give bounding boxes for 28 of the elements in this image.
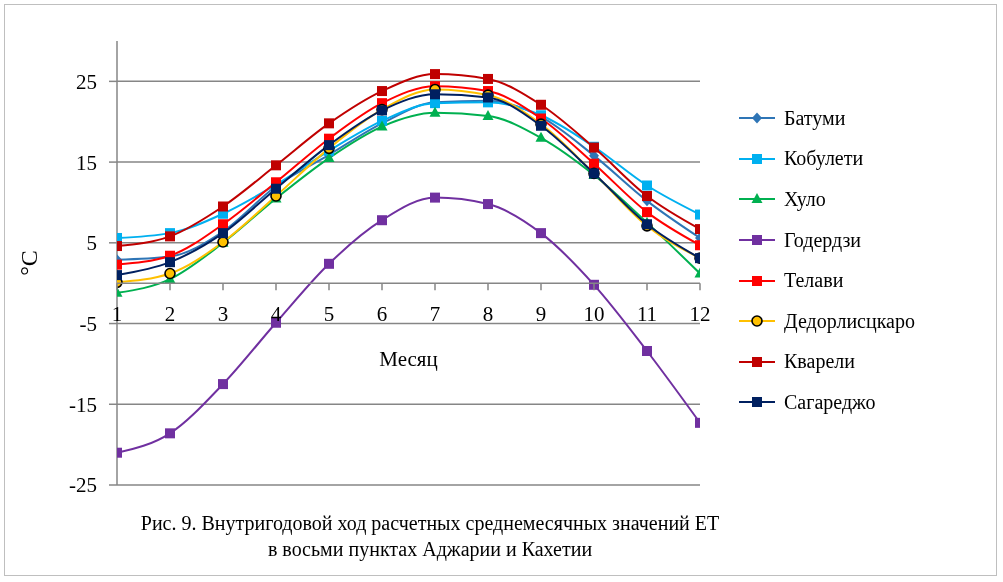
x-axis-title: Месяц (379, 347, 438, 372)
x-tick-label: 2 (164, 302, 176, 327)
legend-label: Годердзи (784, 228, 862, 252)
y-tick-label: -15 (69, 392, 97, 417)
x-tick-label: 9 (535, 302, 547, 327)
legend-label: Телави (784, 269, 844, 293)
x-tick-label: 3 (217, 302, 229, 327)
text: Рис. 9. Внутригодовой ход расчетных среднемесячных значений ЕТ в восьми пунктах Аджарии и Кахетии (139, 511, 721, 562)
x-tick-label: 12 (689, 302, 711, 327)
y-tick-label: 5 (86, 231, 97, 256)
legend-label: Хуло (784, 187, 826, 211)
legend-label: Дедорлисцкаро (784, 309, 915, 333)
x-tick-label: 11 (636, 302, 658, 327)
legend-label: Кобулети (784, 147, 864, 171)
y-tick-label: -5 (79, 312, 97, 336)
x-tick-label: 8 (482, 302, 494, 327)
legend-label: Кварели (784, 350, 855, 374)
y-tick-label: -25 (69, 473, 97, 498)
y-tick-label: 25 (76, 69, 97, 94)
legend-label: Сагареджо (784, 390, 876, 414)
x-tick-label: 1 (111, 302, 123, 327)
x-tick-label: 10 (583, 302, 605, 327)
y-tick-label: 15 (76, 150, 97, 175)
x-tick-label: 6 (376, 302, 388, 327)
x-tick-label: 5 (323, 302, 335, 327)
y-axis-title: °C (15, 250, 42, 276)
legend-label: Батуми (784, 106, 846, 130)
x-tick-label: 7 (429, 302, 441, 327)
